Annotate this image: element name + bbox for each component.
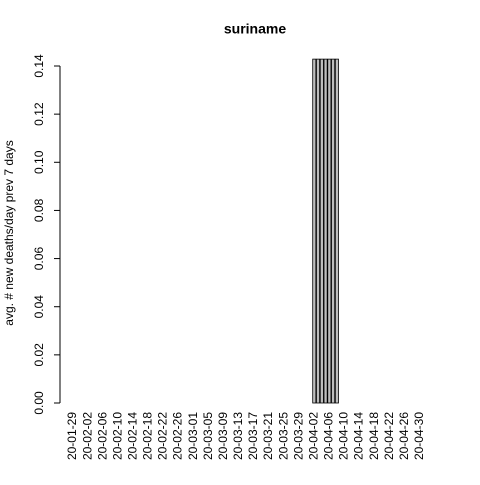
y-tick-label: 0.00 [32, 391, 46, 415]
x-tick-label: 20-04-02 [306, 412, 320, 460]
y-tick-label: 0.02 [32, 343, 46, 367]
x-tick-label: 20-02-02 [80, 412, 94, 460]
x-tick-label: 20-04-22 [382, 412, 396, 460]
bar [331, 58, 336, 404]
x-tick-label: 20-03-09 [216, 412, 230, 460]
bar [312, 58, 317, 404]
x-tick-label: 20-02-26 [171, 412, 185, 460]
y-tick-label: 0.12 [32, 102, 46, 126]
x-tick-label: 20-03-29 [291, 412, 305, 460]
y-tick-label: 0.10 [32, 150, 46, 174]
y-tick-label: 0.04 [32, 295, 46, 319]
y-tick-label: 0.06 [32, 247, 46, 271]
x-tick-label: 20-02-06 [95, 412, 109, 460]
x-tick-label: 20-04-30 [412, 412, 426, 460]
bar [316, 58, 321, 404]
y-tick-label: 0.14 [32, 54, 46, 78]
x-tick-label: 20-04-10 [337, 412, 351, 460]
x-tick-label: 20-04-06 [322, 412, 336, 460]
x-tick-label: 20-03-17 [246, 412, 260, 460]
x-tick-label: 20-02-18 [141, 412, 155, 460]
x-tick-label: 20-03-13 [231, 412, 245, 460]
x-tick-label: 20-04-14 [352, 412, 366, 460]
y-axis-label: avg. # new deaths/day prev 7 days [2, 140, 16, 325]
bar [319, 58, 324, 404]
x-tick-label: 20-04-26 [397, 412, 411, 460]
x-tick-label: 20-01-29 [65, 412, 79, 460]
x-tick-label: 20-03-21 [261, 412, 275, 460]
y-tick-label: 0.08 [32, 198, 46, 222]
bar [323, 58, 328, 404]
chart-title: suriname [224, 21, 286, 37]
x-tick-label: 20-02-22 [156, 412, 170, 460]
bar [327, 58, 332, 404]
x-tick-label: 20-03-01 [186, 412, 200, 460]
x-tick-label: 20-02-10 [110, 412, 124, 460]
x-tick-label: 20-03-05 [201, 412, 215, 460]
bar [334, 58, 339, 404]
x-tick-label: 20-02-14 [125, 412, 139, 460]
x-tick-label: 20-04-18 [367, 412, 381, 460]
x-tick-label: 20-03-25 [276, 412, 290, 460]
